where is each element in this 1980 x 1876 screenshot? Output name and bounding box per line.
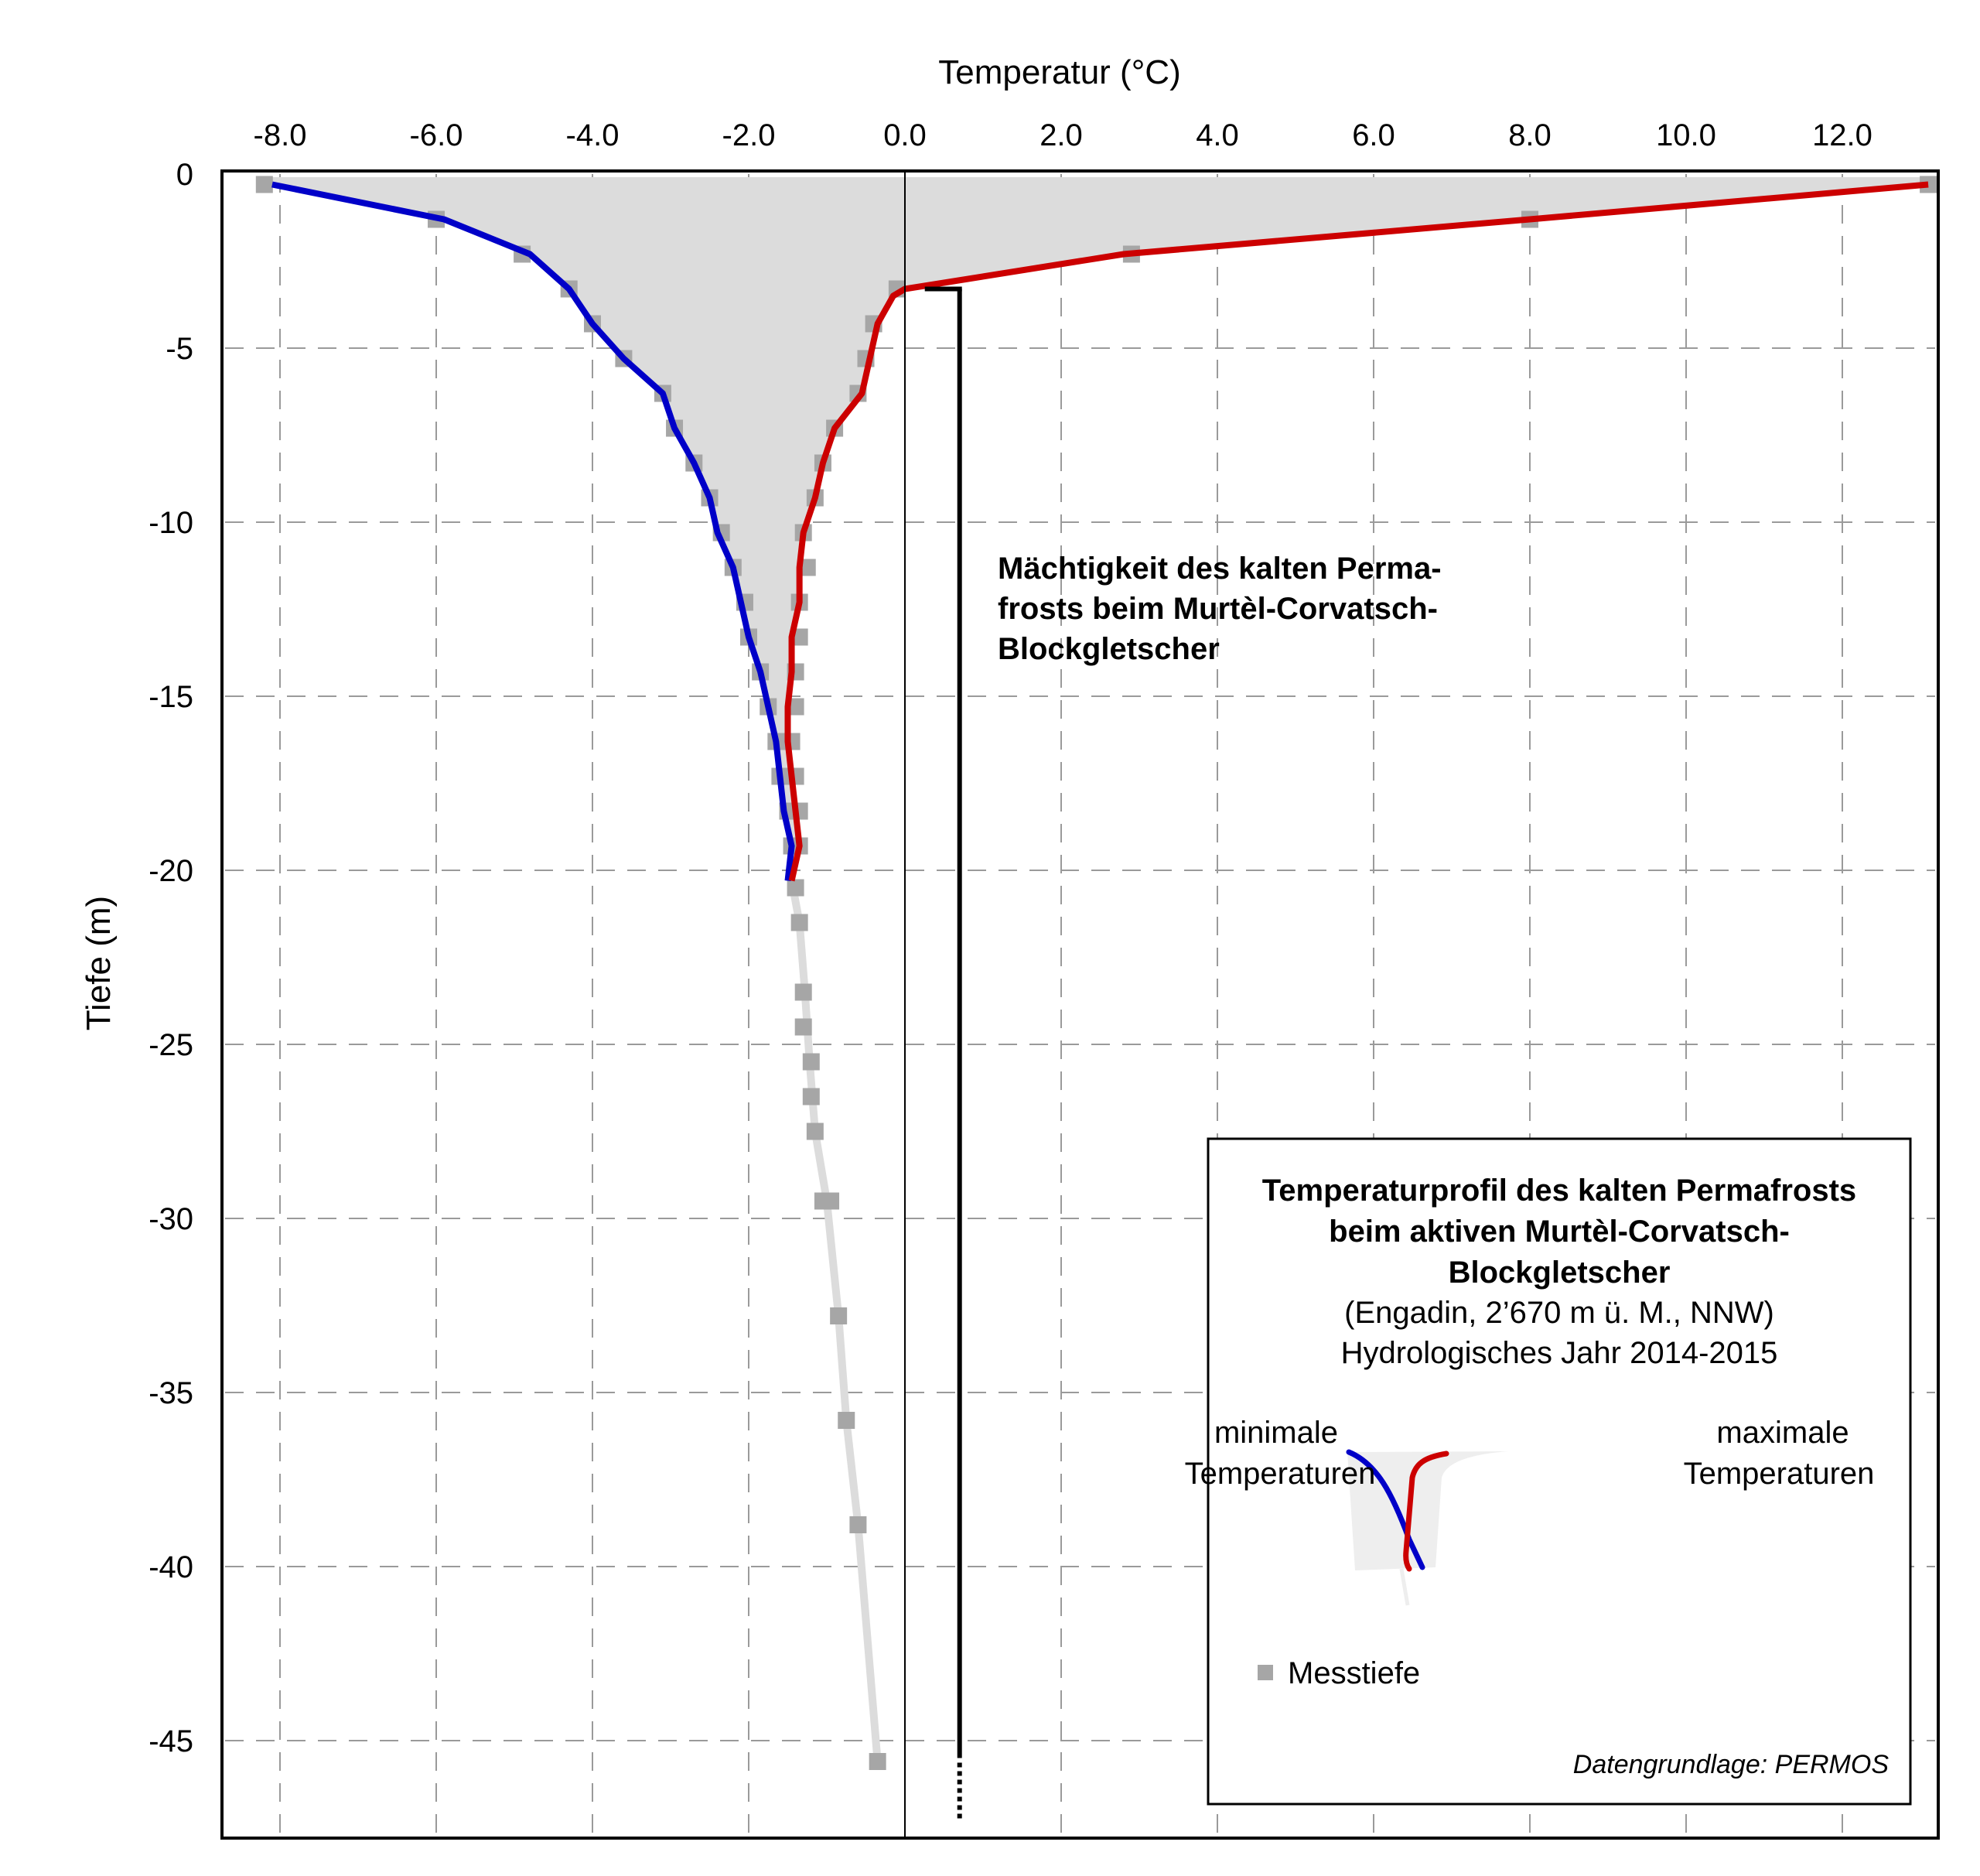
legend-marker-swatch — [1258, 1665, 1273, 1680]
legend-fill-swatch — [1347, 1451, 1508, 1570]
x-axis-title: Temperatur (°C) — [938, 53, 1180, 91]
y-tick-label: -35 — [148, 1376, 193, 1410]
legend-max-label-1: maximale — [1716, 1416, 1849, 1450]
measurement-depth-marker — [802, 1053, 820, 1071]
y-tick-label: -45 — [148, 1724, 193, 1758]
x-tick-label: 0.0 — [883, 118, 927, 152]
measurement-depth-marker — [869, 1753, 886, 1770]
annotation-line-3: Blockgletscher — [998, 632, 1220, 666]
x-tick-label: 8.0 — [1508, 118, 1552, 152]
annotation-line-2: frosts beim Murtèl-Corvatsch- — [998, 592, 1438, 626]
measurement-depth-marker — [794, 1018, 812, 1036]
measurement-depth-marker — [849, 1516, 867, 1533]
legend-frame — [1207, 1137, 1912, 1806]
legend-max-label-2: Temperaturen — [1684, 1457, 1875, 1491]
fill-layer — [271, 177, 1929, 881]
x-tick-label: 10.0 — [1656, 118, 1716, 152]
deep-profile-line — [787, 880, 882, 1762]
min-max-range-fill — [271, 177, 1929, 881]
x-tick-label: 4.0 — [1196, 118, 1239, 152]
legend-title-2: beim aktiven Murtèl-Corvatsch- — [1329, 1215, 1790, 1249]
y-tick-label: -10 — [148, 506, 193, 540]
y-tick-label: 0 — [176, 158, 193, 192]
measurement-depth-marker — [255, 176, 273, 193]
min-temperature-line — [271, 181, 795, 881]
y-tick-labels: 0 -5 -10 -15 -20 -25 -30 -35 -40 -45 — [148, 158, 193, 1758]
measurement-depth-marker — [822, 1192, 840, 1210]
measurement-depth-marker — [838, 1412, 855, 1429]
measurement-depth-marker — [787, 879, 804, 897]
legend-max-swatch-line — [1403, 1451, 1449, 1572]
y-tick-label: -5 — [166, 332, 193, 366]
y-tick-label: -25 — [148, 1028, 193, 1062]
legend-subtitle-2: Hydrologisches Jahr 2014-2015 — [1341, 1336, 1778, 1370]
measurement-depth-marker — [802, 1088, 820, 1105]
legend-source: Datengrundlage: PERMOS — [1573, 1750, 1890, 1779]
x-tick-label: 2.0 — [1040, 118, 1083, 152]
legend-marker-label: Messtiefe — [1288, 1656, 1420, 1690]
y-axis-title: Tiefe (m) — [80, 896, 118, 1030]
legend-box: Temperaturprofil des kalten Permafrosts … — [1185, 1137, 1912, 1806]
x-tick-label: 6.0 — [1352, 118, 1395, 152]
y-tick-label: -40 — [148, 1550, 193, 1584]
legend-title-1: Temperaturprofil des kalten Permafrosts — [1262, 1174, 1856, 1208]
y-tick-label: -20 — [148, 854, 193, 888]
measurement-depth-marker — [790, 914, 808, 931]
x-tick-label: -4.0 — [566, 118, 620, 152]
line-layer — [271, 181, 1929, 882]
max-temperature-line — [784, 181, 1929, 882]
legend-title-3: Blockgletscher — [1449, 1256, 1671, 1290]
x-tick-label: -8.0 — [254, 118, 307, 152]
legend-min-label-1: minimale — [1214, 1416, 1338, 1450]
thickness-bracket — [924, 286, 962, 1821]
x-tick-labels: -8.0 -6.0 -4.0 -2.0 0.0 2.0 4.0 6.0 8.0 10.0 12.0 — [254, 118, 1872, 152]
legend-subtitle-1: (Engadin, 2’670 m ü. M., NNW) — [1344, 1296, 1774, 1330]
legend-min-label-2: Temperaturen — [1185, 1457, 1376, 1491]
y-tick-label: -30 — [148, 1202, 193, 1236]
measurement-depth-marker — [794, 983, 812, 1001]
annotation-line-1: Mächtigkeit des kalten Perma- — [998, 552, 1442, 586]
measurement-depth-marker — [806, 1123, 824, 1140]
plot-frame — [220, 169, 1940, 1840]
x-tick-label: 12.0 — [1812, 118, 1872, 152]
x-tick-label: -2.0 — [722, 118, 776, 152]
annotation-thickness: Mächtigkeit des kalten Perma- frosts bei… — [998, 552, 1442, 666]
deep-profile-layer — [787, 880, 882, 1762]
legend-deep-swatch — [1399, 1568, 1410, 1606]
y-tick-label: -15 — [148, 680, 193, 714]
x-tick-label: -6.0 — [410, 118, 463, 152]
measurement-depth-marker — [830, 1307, 848, 1324]
